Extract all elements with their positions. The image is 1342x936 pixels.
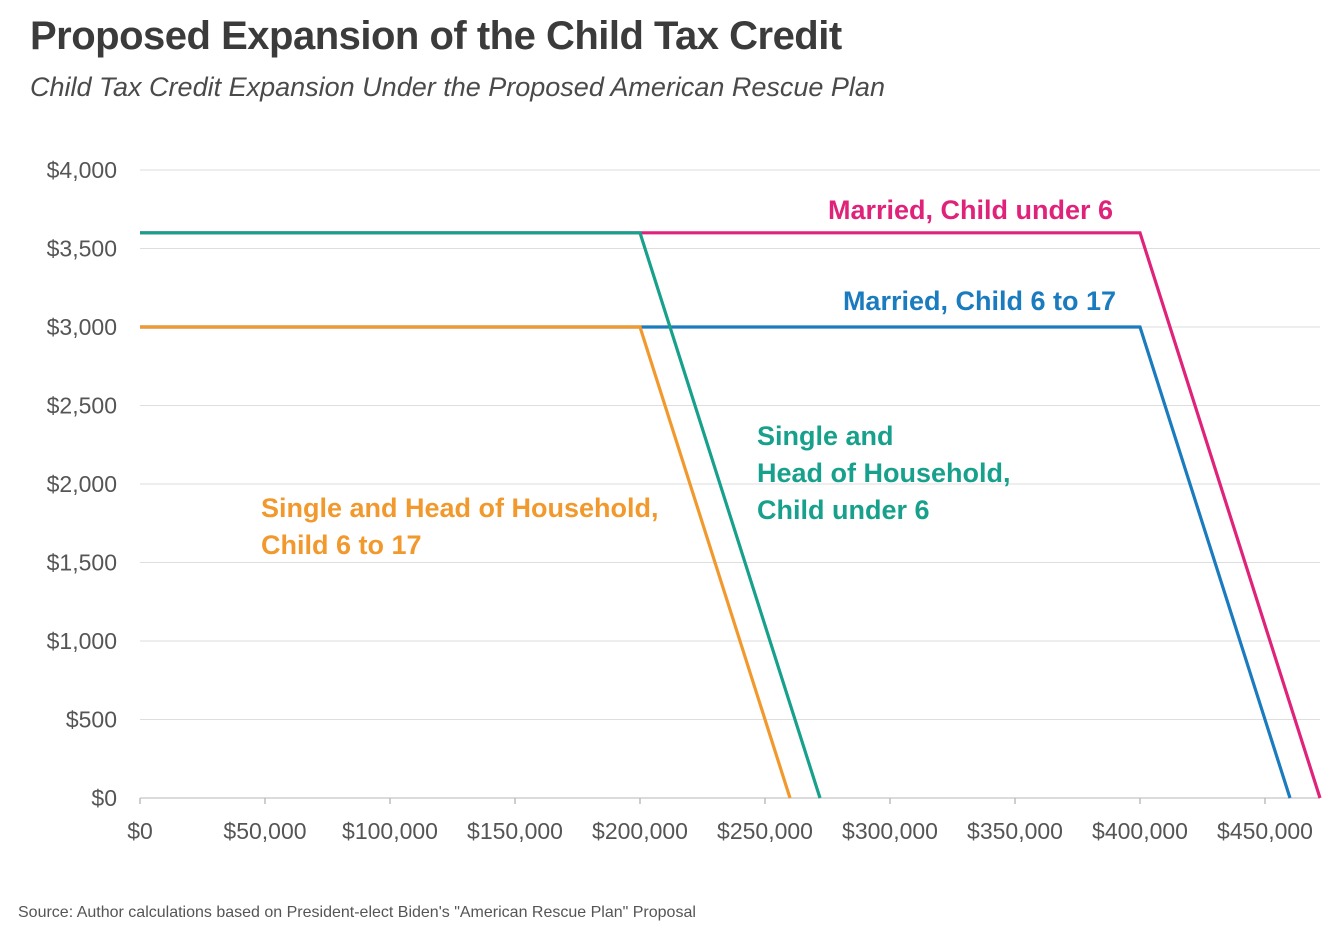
- y-tick-label: $3,500: [47, 236, 117, 262]
- source-note: Source: Author calculations based on Pre…: [18, 904, 696, 921]
- x-tick-label: $150,000: [467, 818, 563, 844]
- chart-subtitle: Child Tax Credit Expansion Under the Pro…: [30, 72, 885, 102]
- series-label-line: Child under 6: [757, 495, 930, 525]
- series-label-line: Single and Head of Household,: [261, 493, 659, 523]
- series-labels: Married, Child under 6 Married, Child 6 t…: [261, 195, 1116, 560]
- x-tick-label: $200,000: [592, 818, 688, 844]
- x-tick-label: $50,000: [223, 818, 306, 844]
- x-tick-label: $300,000: [842, 818, 938, 844]
- series-label-line: Single and: [757, 421, 894, 451]
- series-label-married-under6: Married, Child under 6: [828, 195, 1113, 225]
- series-line-single-6to17: [140, 325, 792, 799]
- series-label-line: Married, Child 6 to 17: [843, 286, 1116, 316]
- x-tick-label: $450,000: [1217, 818, 1313, 844]
- y-tick-label: $1,500: [47, 550, 117, 576]
- x-axis: [139, 797, 1320, 804]
- x-axis-tick-labels: $0 $50,000 $100,000 $150,000 $200,000 $250,00…: [127, 818, 1313, 844]
- y-tick-label: $1,000: [47, 628, 117, 654]
- x-tick-label: $0: [127, 818, 153, 844]
- series-lines: [140, 231, 1322, 799]
- y-tick-label: $4,000: [47, 157, 117, 183]
- y-tick-label: $500: [66, 707, 117, 733]
- series-label-line: Child 6 to 17: [261, 530, 422, 560]
- y-tick-label: $0: [91, 785, 117, 811]
- series-label-single-6to17: Single and Head of Household, Child 6 to …: [261, 493, 659, 560]
- chart-title: Proposed Expansion of the Child Tax Cred…: [30, 14, 842, 58]
- series-label-line: Head of Household,: [757, 458, 1011, 488]
- y-axis-tick-labels: $0 $500 $1,000 $1,500 $2,000 $2,500 $3,000 $3,5…: [47, 157, 117, 811]
- y-tick-label: $3,000: [47, 314, 117, 340]
- series-line-single-under6: [140, 231, 822, 799]
- series-label-line: Married, Child under 6: [828, 195, 1113, 225]
- x-tick-label: $250,000: [717, 818, 813, 844]
- gridlines: [140, 169, 1320, 720]
- x-tick-label: $350,000: [967, 818, 1063, 844]
- y-tick-label: $2,500: [47, 393, 117, 419]
- series-label-married-6to17: Married, Child 6 to 17: [843, 286, 1116, 316]
- y-tick-label: $2,000: [47, 471, 117, 497]
- x-tick-label: $100,000: [342, 818, 438, 844]
- series-label-single-under6: Single and Head of Household, Child under …: [757, 421, 1011, 525]
- x-tick-label: $400,000: [1092, 818, 1188, 844]
